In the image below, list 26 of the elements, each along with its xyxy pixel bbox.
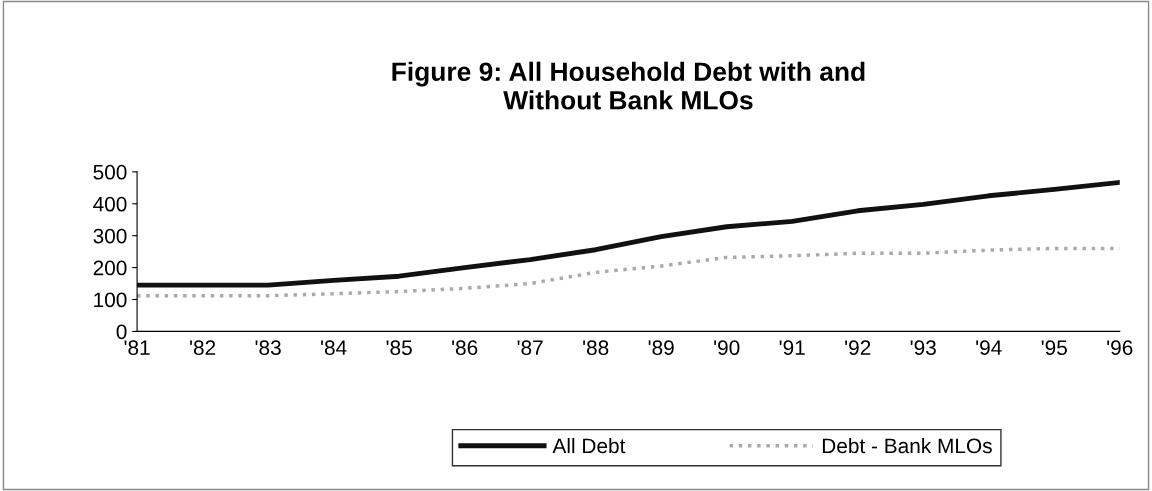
- x-tick-label: '86: [452, 340, 478, 356]
- x-tick-label: '84: [321, 340, 347, 356]
- y-tick-label: 300: [93, 228, 127, 244]
- y-tick-label: 500: [93, 164, 127, 180]
- x-tick-label: '87: [517, 340, 543, 356]
- y-tick-label: 0: [116, 324, 127, 340]
- line-series: [137, 179, 1120, 288]
- y-tick-label: 100: [94, 292, 127, 308]
- x-tick-label: '82: [190, 340, 216, 356]
- x-tick-label: '91: [779, 340, 805, 356]
- x-tick-label: '88: [583, 340, 609, 356]
- x-tick-label: '81: [124, 340, 150, 356]
- x-tick-label: '89: [648, 340, 674, 356]
- legend-label: Debt - Bank MLOs: [822, 437, 992, 454]
- x-tick-label: '94: [976, 340, 1002, 356]
- x-tick-label: '95: [1041, 340, 1067, 356]
- x-tick-label: '90: [714, 340, 740, 356]
- x-tick-label: '93: [910, 340, 936, 356]
- x-tick-label: '96: [1107, 340, 1133, 356]
- x-tick-label: '85: [386, 340, 412, 356]
- x-tick-label: '92: [845, 340, 871, 356]
- chart-title: Figure 9: All Household Debt with and Without Bank MLOs: [392, 61, 865, 110]
- x-tick-label: '83: [255, 340, 281, 356]
- y-tick-label: 200: [93, 260, 127, 276]
- legend-label: All Debt: [552, 437, 626, 454]
- y-tick-label: 400: [93, 196, 127, 212]
